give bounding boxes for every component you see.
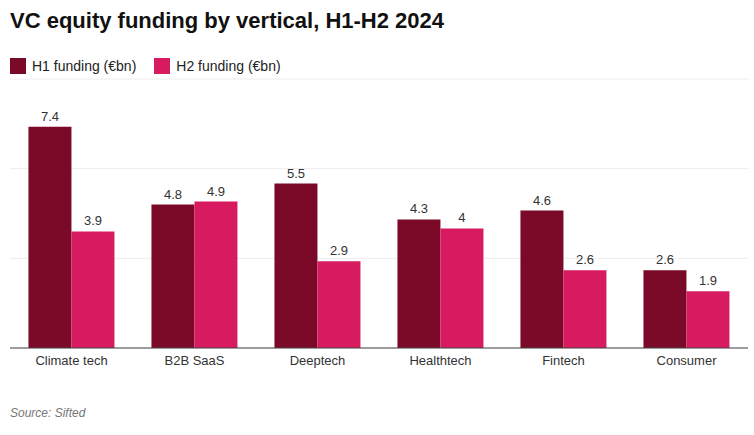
html-text:H1 funding (€bn): H1 funding (€bn) <box>32 58 137 74</box>
html-text:VC equity funding by vertical,: VC equity funding by vertical, H1-H2 202… <box>10 8 444 33</box>
svg-text:Climate tech: Climate tech <box>35 353 107 368</box>
svg-text:2.6: 2.6 <box>656 252 674 267</box>
svg-text:Consumer: Consumer <box>657 353 718 368</box>
svg-text:1.9: 1.9 <box>699 273 717 288</box>
svg-text:2.6: 2.6 <box>576 252 594 267</box>
svg-text:Healthtech: Healthtech <box>409 353 471 368</box>
svg-text:4.3: 4.3 <box>410 201 428 216</box>
svg-text:5.5: 5.5 <box>287 166 305 181</box>
svg-text:Deeptech: Deeptech <box>290 353 346 368</box>
svg-text:B2B SaaS: B2B SaaS <box>165 353 225 368</box>
svg-text:2.9: 2.9 <box>330 243 348 258</box>
svg-text:4.9: 4.9 <box>207 184 225 199</box>
html-text:H2 funding (€bn): H2 funding (€bn) <box>176 58 281 74</box>
svg-text:7.4: 7.4 <box>41 109 59 124</box>
svg-text:Fintech: Fintech <box>542 353 585 368</box>
html-text:Source: Sifted: Source: Sifted <box>10 406 86 420</box>
svg-text:4: 4 <box>458 210 465 225</box>
svg-text:4.8: 4.8 <box>164 187 182 202</box>
svg-text:3.9: 3.9 <box>84 213 102 228</box>
svg-text:4.6: 4.6 <box>533 193 551 208</box>
